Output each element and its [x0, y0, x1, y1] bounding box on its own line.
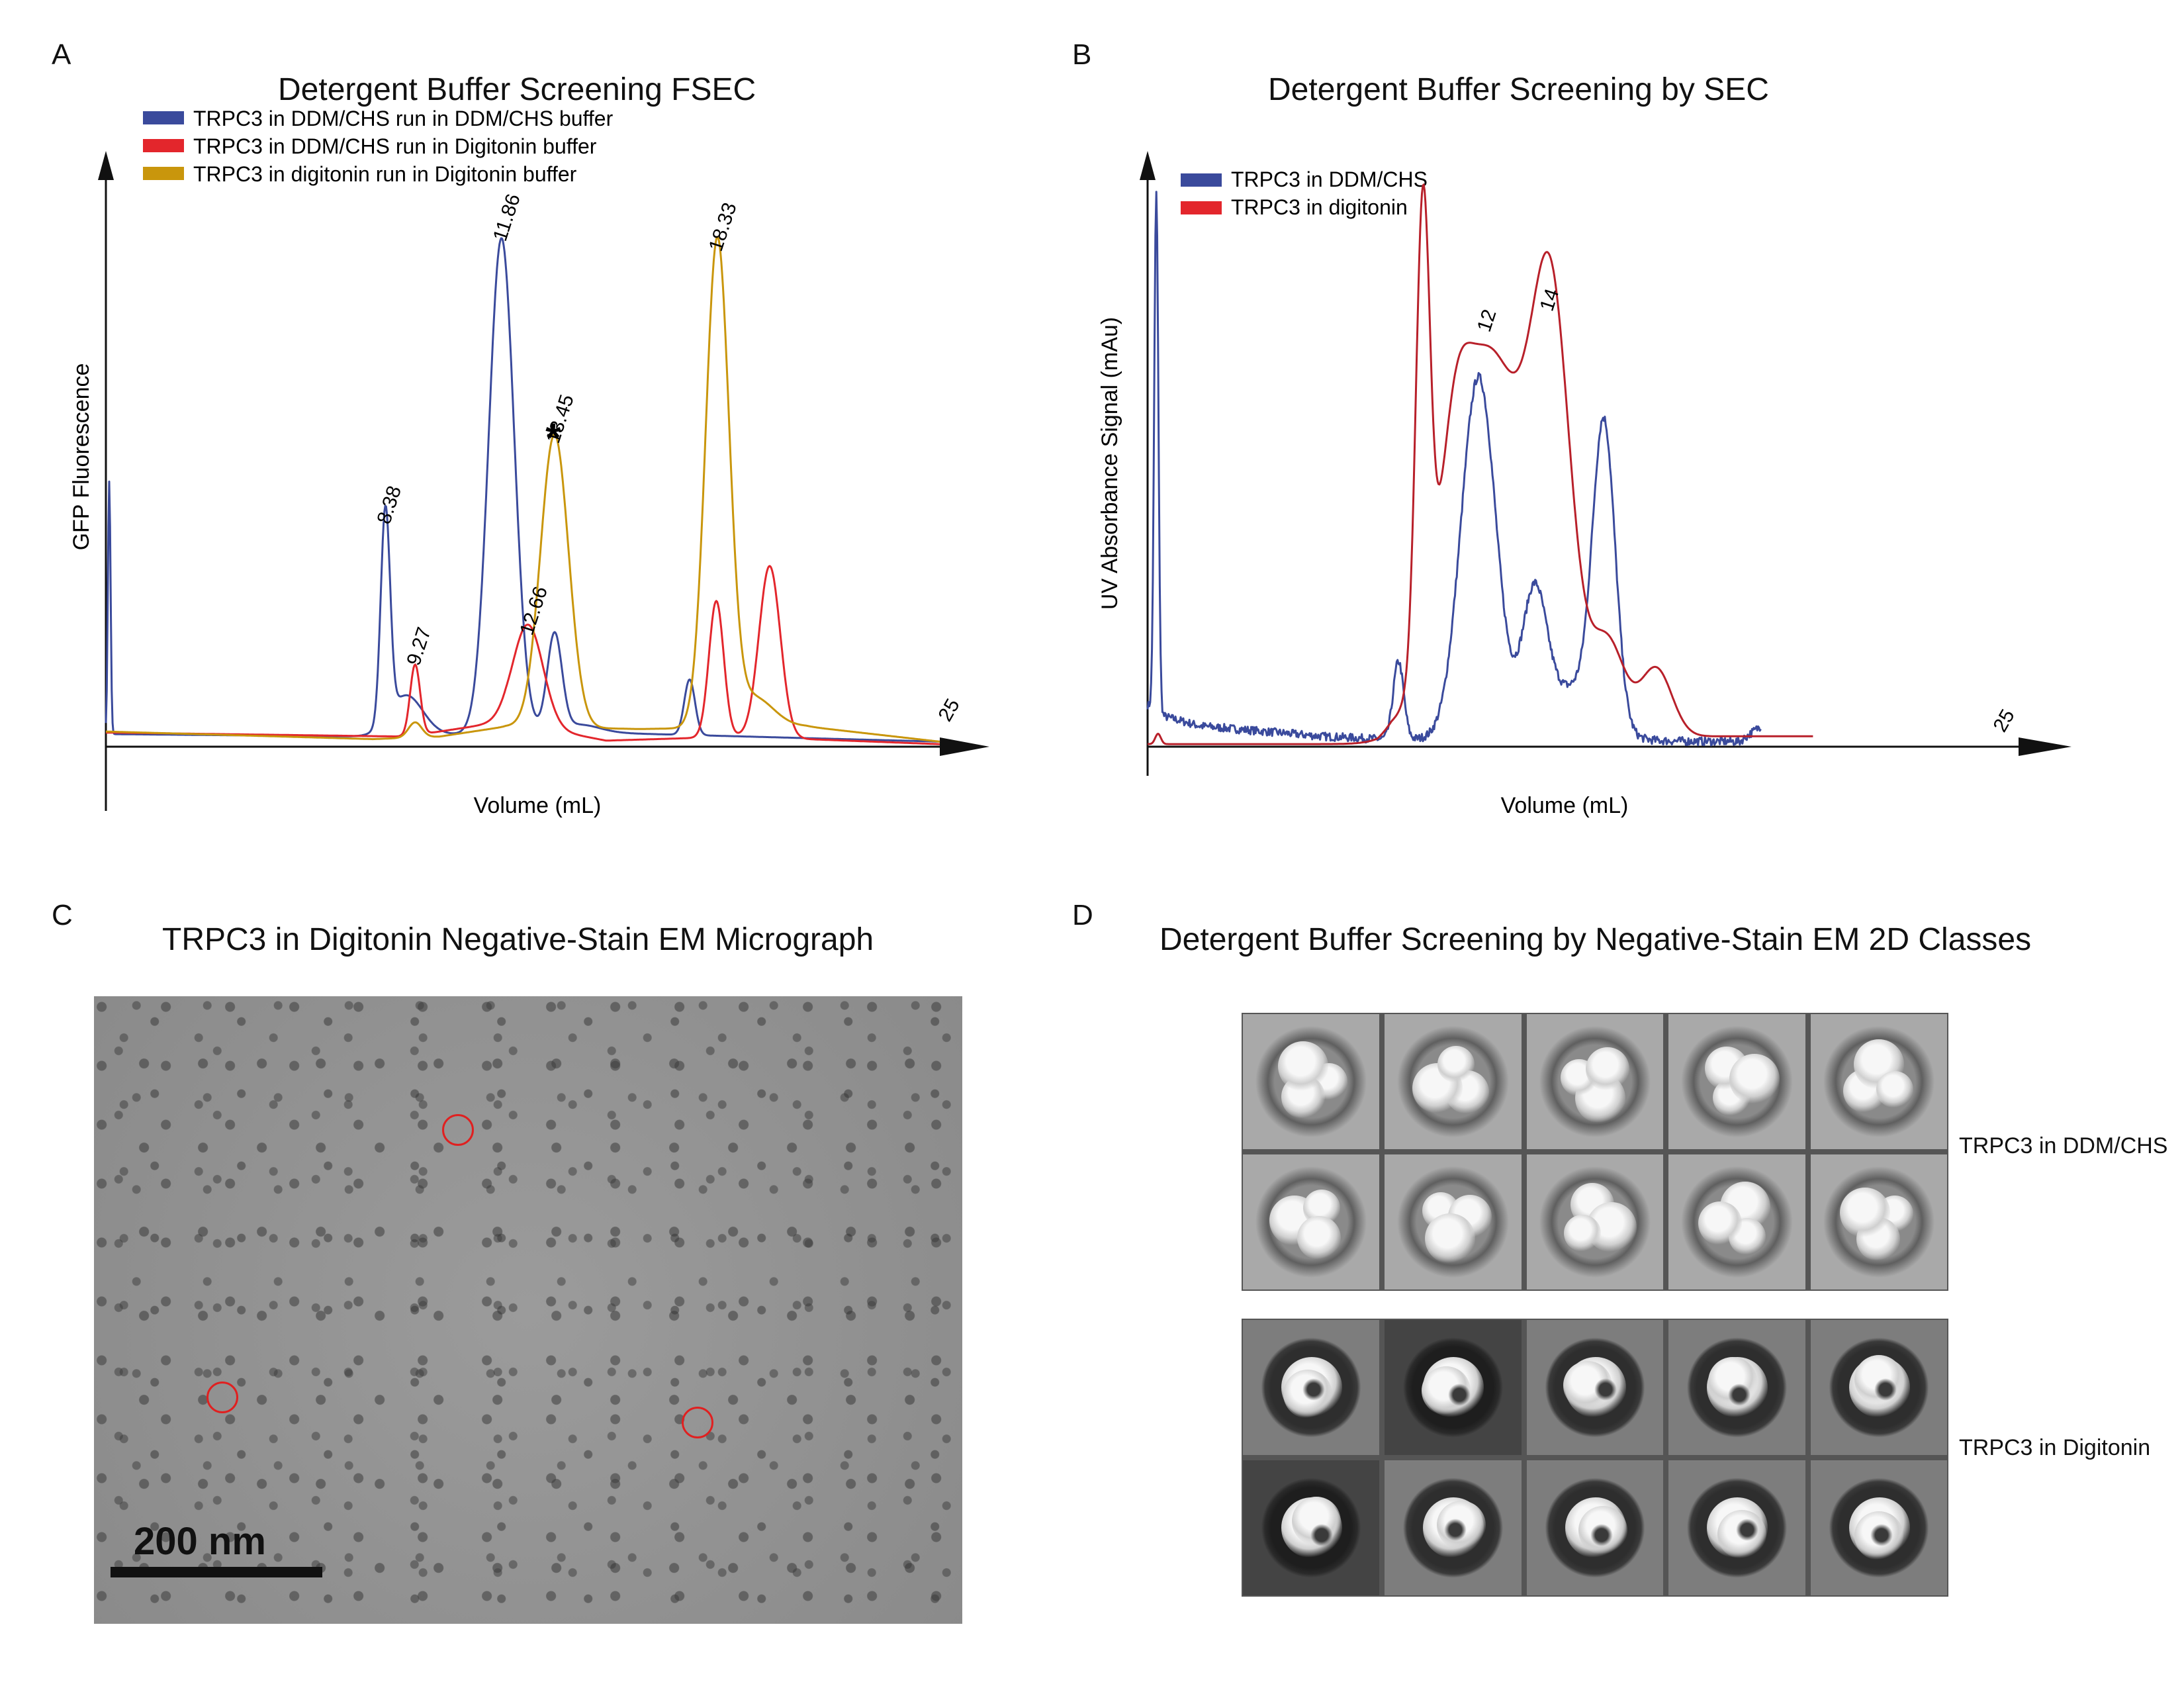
sec-legend-swatch-ddm [1181, 173, 1222, 187]
sec-x-end-label: 25 [1989, 706, 2019, 735]
sec-y-axis-arrow [1140, 151, 1156, 180]
panel-b-title: Detergent Buffer Screening by SEC [1268, 72, 1769, 107]
fsec-series-line-0 [105, 237, 940, 743]
class-average-image [1243, 1320, 1380, 1455]
fsec-y-axis-arrow [98, 151, 114, 180]
digitonin-classes-label: TRPC3 in Digitonin [1959, 1435, 2151, 1460]
fsec-x-axis-title: Volume (mL) [474, 793, 602, 818]
particle-highlight-circle [682, 1407, 713, 1438]
fsec-y-axis-title: GFP Fluorescence [69, 363, 94, 551]
class-average-image [1526, 1460, 1664, 1595]
sec-y-axis-title: UV Absorbance Signal (mAu) [1097, 317, 1122, 610]
class-average-image [1243, 1014, 1380, 1149]
class-average-image [1810, 1014, 1947, 1149]
fsec-legend-swatch-ddm-digitonin [143, 139, 184, 152]
class-average-image [1526, 1014, 1664, 1149]
class-average-image [1668, 1014, 1805, 1149]
sec-legend-swatch-digitonin [1181, 201, 1222, 214]
sec-legend-label-digitonin: TRPC3 in digitonin [1231, 195, 1408, 219]
panel-letter-a: A [52, 38, 71, 71]
fsec-peak-label-0: 8.38 [373, 483, 406, 527]
class-average-image [1526, 1320, 1664, 1455]
sec-x-axis-title: Volume (mL) [1501, 793, 1629, 818]
sec-chart: Volume (mL) UV Absorbance Signal (mAu) 2… [1097, 151, 2071, 818]
fsec-series-line-2 [105, 236, 940, 743]
fsec-series-line-1 [105, 565, 940, 745]
panel-d-title: Detergent Buffer Screening by Negative-S… [1160, 922, 2032, 957]
digitonin-2d-classes-grid [1242, 1319, 1948, 1597]
fsec-chart: Volume (mL) GFP Fluorescence 25 TRPC3 in… [69, 107, 989, 818]
panel-letter-b: B [1072, 38, 1092, 71]
class-average-image [1243, 1154, 1380, 1289]
sec-legend-label-ddm: TRPC3 in DDM/CHS [1231, 167, 1428, 191]
particle-highlight-circle [206, 1382, 238, 1413]
panel-c-title: TRPC3 in Digitonin Negative-Stain EM Mic… [162, 922, 874, 957]
particle-highlight-circle [442, 1114, 474, 1146]
fsec-legend: TRPC3 in DDM/CHS run in DDM/CHS buffer T… [143, 107, 614, 186]
fsec-x-end-label: 25 [934, 695, 964, 725]
sec-x-axis-arrow [2019, 737, 2071, 756]
fsec-peak-label-5: 18.33 [705, 200, 741, 254]
panel-a-title: Detergent Buffer Screening FSEC [278, 72, 756, 107]
fsec-peak-label-2: 11.86 [489, 191, 525, 244]
class-average-image [1385, 1320, 1522, 1455]
class-average-image [1810, 1460, 1947, 1595]
class-average-image [1243, 1460, 1380, 1595]
fsec-legend-swatch-ddm [143, 111, 184, 124]
sec-series-line-0 [1146, 191, 1762, 747]
fsec-legend-label-ddm: TRPC3 in DDM/CHS run in DDM/CHS buffer [193, 107, 614, 130]
em-micrograph: 200 nm [94, 996, 962, 1624]
fsec-legend-label-digitonin: TRPC3 in digitonin run in Digitonin buff… [193, 162, 577, 186]
class-average-image [1668, 1154, 1805, 1289]
fsec-significance-asterisk: * [545, 416, 561, 460]
sec-series-line-1 [1147, 183, 1813, 745]
class-average-image [1810, 1320, 1947, 1455]
class-average-image [1526, 1154, 1664, 1289]
panel-letter-c: C [52, 899, 73, 931]
ddm-2d-classes-grid [1242, 1013, 1948, 1291]
class-average-image [1385, 1014, 1522, 1149]
fsec-x-axis-arrow [940, 737, 989, 756]
class-average-image [1385, 1460, 1522, 1595]
panel-letter-d: D [1072, 899, 1093, 931]
scale-bar-label: 200 nm [134, 1520, 266, 1563]
chromatogram-figure: Volume (mL) GFP Fluorescence 25 TRPC3 in… [69, 107, 2071, 818]
sec-legend: TRPC3 in DDM/CHS TRPC3 in digitonin [1181, 167, 1428, 219]
class-average-image [1810, 1154, 1947, 1289]
class-average-image [1668, 1460, 1805, 1595]
class-average-image [1385, 1154, 1522, 1289]
sec-peak-label-0: 12 [1473, 307, 1501, 335]
scale-bar [111, 1567, 322, 1577]
fsec-legend-swatch-digitonin [143, 167, 184, 180]
ddm-classes-label: TRPC3 in DDM/CHS [1959, 1133, 2168, 1158]
class-average-image [1668, 1320, 1805, 1455]
fsec-legend-label-ddm-digitonin: TRPC3 in DDM/CHS run in Digitonin buffer [193, 134, 597, 158]
fsec-peak-label-1: 9.27 [402, 625, 435, 669]
